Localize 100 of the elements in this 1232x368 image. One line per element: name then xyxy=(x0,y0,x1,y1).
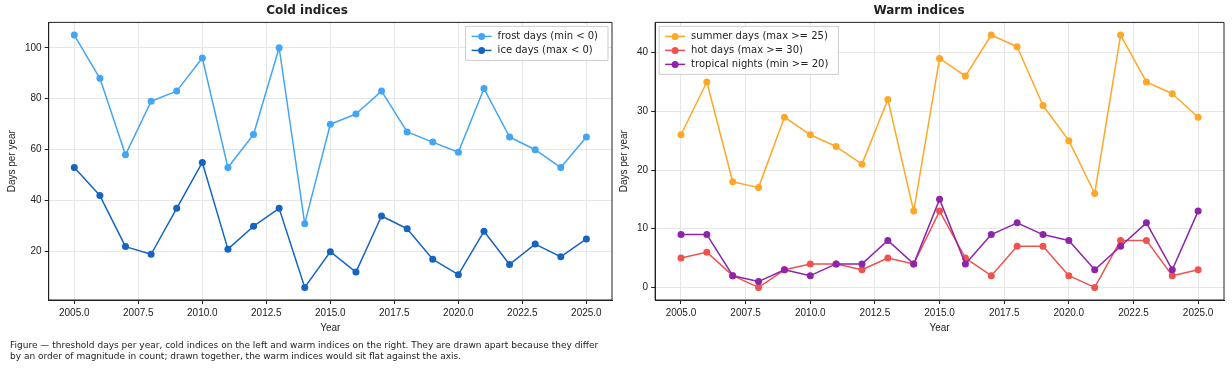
x-axis-title: Year xyxy=(929,321,951,333)
point xyxy=(352,110,360,118)
point xyxy=(275,204,283,212)
point xyxy=(1194,266,1202,274)
point xyxy=(858,160,866,168)
y-axis-title: Days per year xyxy=(5,129,17,193)
y-tick-label: 30 xyxy=(637,105,649,117)
point xyxy=(677,231,685,239)
x-tick-label: 2020.0 xyxy=(1053,306,1085,318)
point xyxy=(1013,43,1021,51)
point xyxy=(936,54,944,62)
x-tick-label: 2007.5 xyxy=(123,306,155,318)
x-tick-label: 2015.0 xyxy=(924,306,956,318)
point xyxy=(1168,90,1176,98)
point xyxy=(1194,207,1202,215)
y-tick-label: 0 xyxy=(642,281,649,293)
legend-label: hot days (max >= 30) xyxy=(691,43,803,55)
legend-label: frost days (min < 0) xyxy=(497,29,599,41)
legend-label: tropical nights (min >= 20) xyxy=(691,57,829,69)
point xyxy=(429,138,437,146)
point xyxy=(531,146,539,154)
point xyxy=(1142,78,1150,86)
legend-label: ice days (max < 0) xyxy=(497,43,593,55)
x-tick-label: 2005.0 xyxy=(58,306,91,318)
x-tick-label: 2025.0 xyxy=(571,306,603,318)
point xyxy=(96,192,104,200)
point xyxy=(250,130,258,138)
point xyxy=(1039,242,1047,250)
x-tick-label: 2012.5 xyxy=(859,306,891,318)
x-tick-label: 2025.0 xyxy=(1182,306,1214,318)
point xyxy=(480,85,488,93)
point xyxy=(755,283,763,291)
y-tick-label: 100 xyxy=(25,41,43,53)
point xyxy=(429,255,437,263)
point xyxy=(1065,272,1073,280)
point xyxy=(582,133,590,141)
x-tick-label: 2007.5 xyxy=(730,306,762,318)
point xyxy=(224,164,232,172)
point xyxy=(96,74,104,82)
point xyxy=(961,72,969,80)
point xyxy=(961,260,969,268)
x-tick-label: 2017.5 xyxy=(988,306,1020,318)
point xyxy=(454,148,462,156)
point xyxy=(122,151,129,159)
point xyxy=(1039,101,1047,109)
point xyxy=(378,87,386,95)
x-tick-label: 2005.0 xyxy=(665,306,697,318)
point xyxy=(1065,236,1073,244)
y-tick-label: 40 xyxy=(30,194,43,206)
point xyxy=(677,254,685,262)
point xyxy=(122,243,129,251)
point xyxy=(301,220,309,228)
point xyxy=(884,254,892,262)
point xyxy=(987,272,995,280)
point xyxy=(557,253,565,261)
point xyxy=(910,207,918,215)
point xyxy=(936,195,944,203)
point xyxy=(506,260,514,268)
point xyxy=(806,272,814,280)
point xyxy=(987,31,995,39)
point xyxy=(729,178,737,186)
x-tick-label: 2022.5 xyxy=(1118,306,1150,318)
x-tick-label: 2022.5 xyxy=(507,306,539,318)
point xyxy=(557,164,565,172)
point xyxy=(352,268,360,276)
point xyxy=(147,97,155,105)
y-tick-label: 80 xyxy=(30,92,43,104)
point xyxy=(403,128,411,136)
point xyxy=(173,87,181,95)
point xyxy=(1168,272,1176,280)
point xyxy=(198,158,206,166)
point xyxy=(780,113,788,121)
point xyxy=(806,131,814,139)
point xyxy=(936,207,944,215)
x-axis-title: Year xyxy=(320,321,342,333)
point xyxy=(275,44,283,52)
point xyxy=(531,240,539,248)
y-tick-label: 60 xyxy=(30,143,43,155)
text: Figure — threshold days per year, cold indices on the left and warm indices on the right. They are drawn apart because they differ by an order of magnitude in count; drawn together, the warm indices would sit flat against the axis. xyxy=(10,340,600,362)
point xyxy=(403,225,411,233)
x-tick-label: 2020.0 xyxy=(443,306,475,318)
point xyxy=(703,78,711,86)
y-tick-label: 10 xyxy=(637,222,649,234)
point xyxy=(832,143,840,151)
point xyxy=(703,231,711,239)
point xyxy=(582,235,590,243)
x-tick-label: 2012.5 xyxy=(251,306,283,318)
point xyxy=(480,227,488,235)
point xyxy=(806,260,814,268)
chart-title: Warm indices xyxy=(873,3,965,18)
point xyxy=(326,120,334,128)
point xyxy=(703,248,711,256)
point xyxy=(1065,137,1073,145)
point xyxy=(1142,219,1150,227)
point xyxy=(1039,231,1047,239)
point xyxy=(173,204,181,212)
point xyxy=(1117,236,1125,244)
point xyxy=(1013,242,1021,250)
point xyxy=(1168,266,1176,274)
point xyxy=(250,222,258,230)
